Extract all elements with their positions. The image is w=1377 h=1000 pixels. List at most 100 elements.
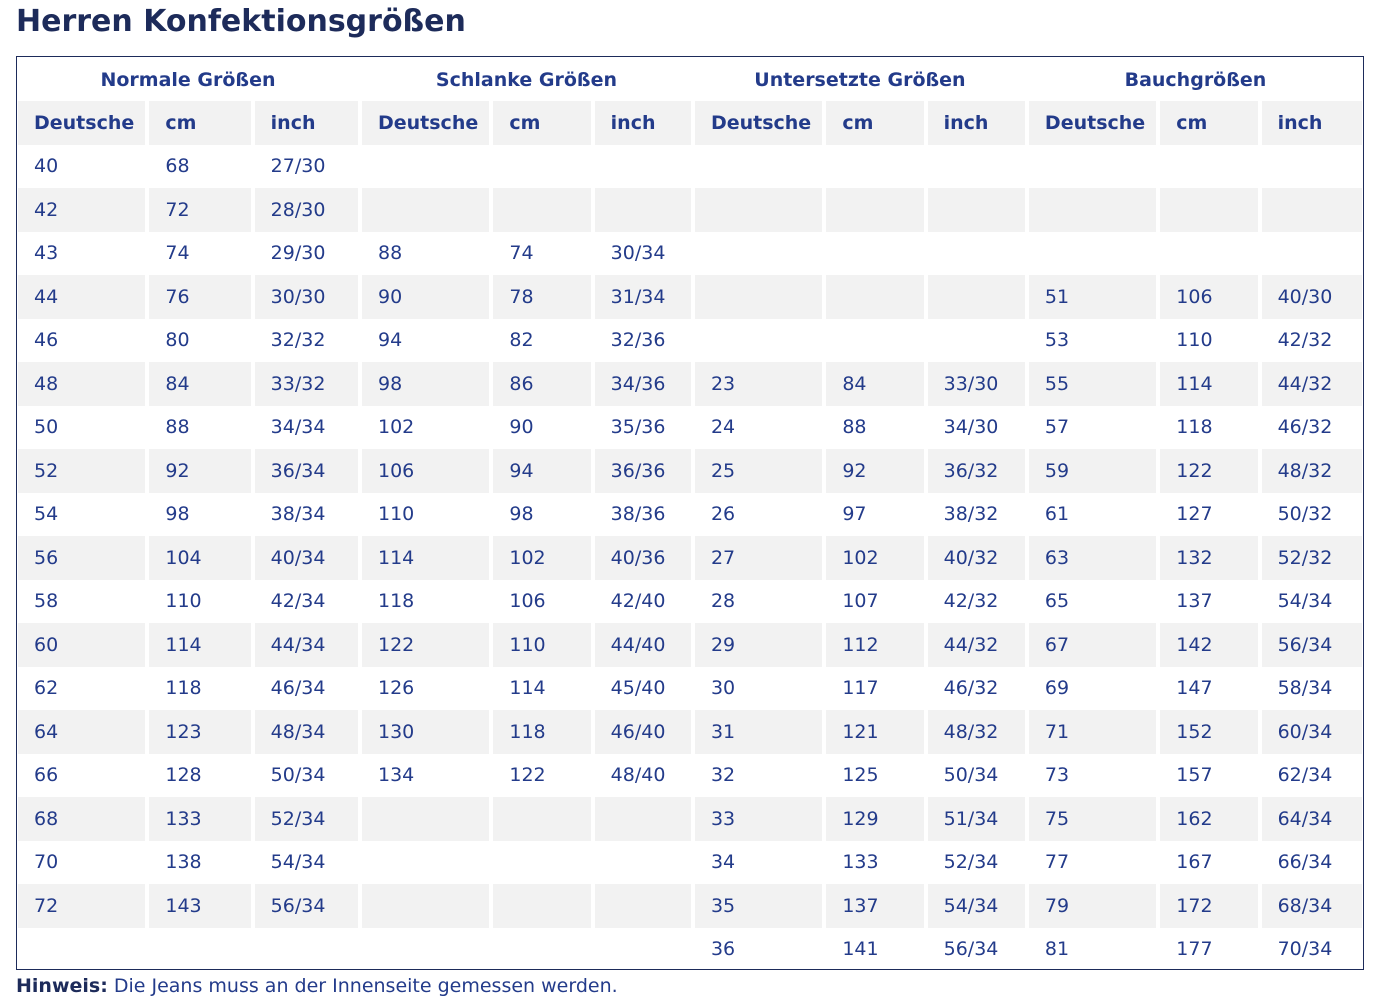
table-cell: 81 bbox=[1044, 938, 1070, 961]
table-cell: 67 bbox=[1028, 623, 1157, 667]
table-row: 58 110 42/34 118 106 42/40 28 107 42/32 65 137 54/3… bbox=[18, 580, 1362, 624]
table-cell: 52/34 bbox=[943, 851, 999, 874]
table-cell: 50/32 bbox=[1277, 503, 1333, 526]
column-header: cm bbox=[493, 101, 591, 145]
table-cell: 110 bbox=[1176, 329, 1213, 352]
table-cell: 98 bbox=[165, 503, 190, 526]
table-cell: 73 bbox=[1044, 764, 1070, 787]
table-cell bbox=[826, 188, 924, 232]
table-cell: 38/36 bbox=[610, 503, 666, 526]
table-cell: 44/32 bbox=[927, 623, 1025, 667]
table-cell: 59 bbox=[1028, 449, 1157, 493]
table-cell: 107 bbox=[842, 590, 879, 613]
table-cell: 128 bbox=[165, 764, 202, 787]
table-cell: 53 bbox=[1044, 329, 1070, 352]
table-cell: 132 bbox=[1160, 536, 1258, 580]
table-cell: 157 bbox=[1176, 764, 1213, 787]
table-cell bbox=[362, 145, 489, 189]
table-cell: 114 bbox=[1160, 362, 1258, 406]
table-cell: 94 bbox=[493, 449, 591, 493]
table-cell bbox=[695, 145, 822, 189]
table-cell: 56/34 bbox=[254, 884, 358, 928]
table-cell: 74 bbox=[165, 242, 190, 265]
table-cell: 122 bbox=[361, 623, 490, 667]
table-cell: 36/32 bbox=[927, 449, 1025, 493]
table-cell bbox=[826, 275, 924, 319]
table-cell: 84 bbox=[826, 362, 924, 406]
group-header-stocky: Untersetzte Größen bbox=[754, 68, 966, 91]
table-cell bbox=[927, 188, 1025, 232]
table-cell: 51 bbox=[1028, 275, 1157, 319]
size-table: Normale Größen Schlanke Größen Untersetz… bbox=[14, 58, 1366, 971]
table-cell: 143 bbox=[149, 884, 251, 928]
note-label: Hinweis: bbox=[16, 975, 108, 997]
table-cell bbox=[1029, 232, 1156, 276]
table-cell: 133 bbox=[149, 797, 251, 841]
table-cell: 88 bbox=[165, 416, 190, 439]
table-cell: 126 bbox=[377, 677, 415, 700]
table-cell: 28 bbox=[710, 590, 736, 613]
table-cell: 40/34 bbox=[254, 536, 358, 580]
table-cell: 62/34 bbox=[1277, 764, 1333, 787]
table-cell: 55 bbox=[1028, 362, 1157, 406]
table-cell: 118 bbox=[1176, 416, 1213, 439]
table-cell: 38/34 bbox=[270, 503, 326, 526]
column-header: cm bbox=[826, 101, 924, 145]
table-cell: 112 bbox=[826, 623, 924, 667]
table-cell: 64 bbox=[18, 710, 146, 754]
table-cell bbox=[18, 928, 145, 972]
table-cell bbox=[361, 797, 490, 841]
table-cell: 38/32 bbox=[943, 503, 999, 526]
table-cell: 88 bbox=[842, 416, 867, 439]
table-cell: 29/30 bbox=[270, 242, 326, 265]
table-cell: 44/40 bbox=[594, 623, 691, 667]
table-cell bbox=[928, 232, 1025, 276]
column-header: Deutsche bbox=[1028, 101, 1157, 145]
table-cell: 45/40 bbox=[610, 677, 666, 700]
table-cell: 42/40 bbox=[610, 590, 666, 613]
table-cell: 43 bbox=[34, 242, 59, 265]
table-cell: 44/32 bbox=[1261, 362, 1362, 406]
table-row: 68 133 52/34 33 129 51/34 75 162 64/34 bbox=[18, 797, 1362, 841]
table-row: 44 76 30/30 90 78 31/34 51 106 40/30 bbox=[18, 275, 1362, 319]
table-cell: 60/34 bbox=[1261, 710, 1362, 754]
table-cell: 33/32 bbox=[254, 362, 358, 406]
table-cell bbox=[362, 928, 489, 972]
table-cell: 48/32 bbox=[1261, 449, 1362, 493]
table-row: 66 128 50/34 134 122 48/40 32 125 50/34 73 157 62/3… bbox=[18, 754, 1362, 798]
table-cell: 114 bbox=[149, 623, 251, 667]
group-header-belly: Bauchgrößen bbox=[1124, 68, 1267, 91]
table-cell: 162 bbox=[1160, 797, 1258, 841]
table-cell bbox=[1028, 188, 1157, 232]
table-cell bbox=[594, 884, 691, 928]
table-cell bbox=[694, 275, 823, 319]
table-row: 43 74 29/30 88 74 30/34 bbox=[18, 232, 1362, 276]
column-header: Deutsche bbox=[361, 101, 490, 145]
table-cell: 68 bbox=[165, 155, 190, 178]
table-cell: 106 bbox=[361, 449, 490, 493]
table-cell: 54 bbox=[34, 503, 59, 526]
table-cell: 54/34 bbox=[927, 884, 1025, 928]
table-cell bbox=[493, 797, 591, 841]
column-header: inch bbox=[594, 101, 691, 145]
table-cell: 118 bbox=[165, 677, 202, 700]
table-cell: 97 bbox=[842, 503, 867, 526]
table-cell: 130 bbox=[361, 710, 490, 754]
table-cell: 42/32 bbox=[943, 590, 999, 613]
table-cell: 71 bbox=[1028, 710, 1157, 754]
page-title: Herren Konfektionsgrößen bbox=[16, 4, 466, 39]
table-cell: 36/36 bbox=[594, 449, 691, 493]
table-row: 64 123 48/34 130 118 46/40 31 121 48/32 71 152 60/3… bbox=[18, 710, 1362, 754]
table-cell bbox=[1160, 188, 1258, 232]
table-cell: 102 bbox=[377, 416, 415, 439]
table-cell bbox=[1262, 145, 1362, 189]
table-cell: 57 bbox=[1044, 416, 1070, 439]
table-cell: 82 bbox=[509, 329, 534, 352]
table-row: 42 72 28/30 bbox=[18, 188, 1362, 232]
table-cell bbox=[826, 319, 923, 363]
size-table-body: 40 68 27/30 42 72 28/30 43 74 29/30 88 74 30/34 44 76… bbox=[18, 145, 1362, 972]
table-cell bbox=[826, 232, 923, 276]
table-cell: 58 bbox=[34, 590, 59, 613]
table-row: 36 141 56/34 81 177 70/34 bbox=[18, 928, 1362, 972]
table-cell: 92 bbox=[149, 449, 251, 493]
